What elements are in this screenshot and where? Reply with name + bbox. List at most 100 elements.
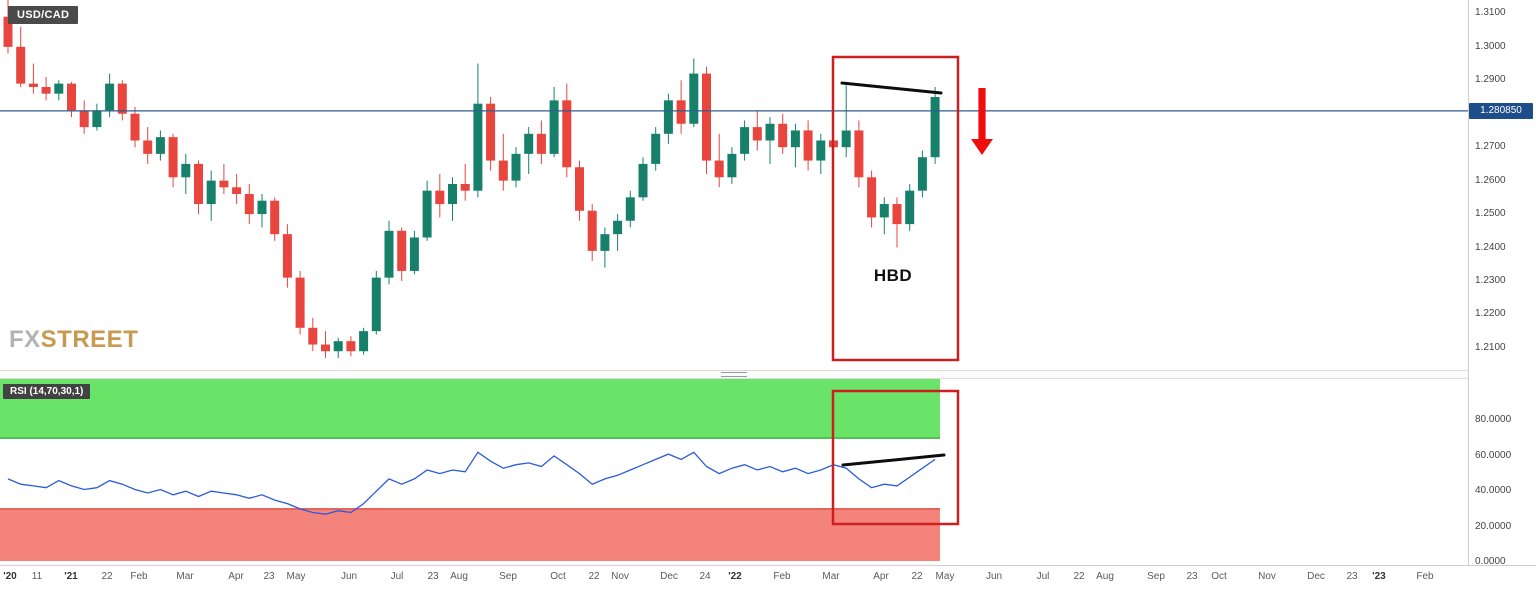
time-tick: Aug bbox=[450, 571, 468, 582]
time-tick: 22 bbox=[911, 571, 923, 582]
time-tick: Nov bbox=[611, 571, 629, 582]
candle bbox=[879, 197, 889, 235]
time-tick: 23 bbox=[427, 571, 439, 582]
candle bbox=[803, 120, 813, 171]
rsi-tick: 40.0000 bbox=[1475, 485, 1512, 497]
rsi-line bbox=[7, 451, 936, 515]
candle bbox=[28, 63, 38, 94]
candle bbox=[257, 194, 267, 228]
time-tick: 22 bbox=[588, 571, 600, 582]
price-tick: 1.2400 bbox=[1475, 241, 1506, 253]
candle bbox=[181, 153, 191, 195]
time-tick: May bbox=[935, 571, 955, 582]
rsi-indicator-badge[interactable]: RSI (14,70,30,1) bbox=[3, 384, 91, 399]
candle bbox=[549, 86, 559, 158]
time-tick: 23 bbox=[1346, 571, 1358, 582]
candle bbox=[54, 80, 64, 101]
candle bbox=[575, 160, 584, 221]
candle bbox=[359, 327, 369, 355]
rsi-tick: 80.0000 bbox=[1475, 414, 1512, 426]
rsi-tick: 60.0000 bbox=[1475, 449, 1512, 461]
symbol-badge[interactable]: USD/CAD bbox=[8, 6, 79, 24]
candle bbox=[892, 197, 902, 248]
candle bbox=[638, 157, 648, 201]
candle bbox=[219, 163, 229, 195]
trendline bbox=[841, 453, 946, 467]
time-tick: Oct bbox=[1211, 571, 1227, 582]
time-tick: 23 bbox=[263, 571, 275, 582]
time-tick: Jun bbox=[985, 571, 1003, 582]
candle bbox=[321, 331, 330, 358]
time-tick: Sep bbox=[1147, 571, 1165, 582]
candle bbox=[740, 120, 750, 161]
candle bbox=[194, 160, 203, 215]
candle bbox=[524, 127, 534, 174]
candle bbox=[333, 337, 343, 358]
candle bbox=[536, 120, 546, 164]
price-tick: 1.2900 bbox=[1475, 74, 1506, 86]
candle bbox=[206, 170, 216, 221]
time-axis[interactable]: '20 11 '21 22 Feb Mar Apr 23 May Jun Jul 23 Aug Sep Oc… bbox=[0, 565, 1536, 589]
price-line-tag: 1.280850 bbox=[1469, 102, 1533, 119]
time-tick: Jul bbox=[1036, 571, 1050, 582]
candle bbox=[155, 130, 165, 161]
pane-divider bbox=[0, 370, 1468, 379]
candle bbox=[422, 180, 432, 241]
time-tick: Feb bbox=[1416, 571, 1434, 582]
time-tick: 22 bbox=[1073, 571, 1085, 582]
pane-resize-handle[interactable] bbox=[721, 372, 747, 377]
price-tick: 1.2300 bbox=[1475, 274, 1506, 286]
candle bbox=[79, 100, 89, 134]
candle bbox=[473, 63, 483, 198]
candle bbox=[562, 83, 572, 178]
candle bbox=[448, 177, 457, 221]
candle bbox=[613, 214, 623, 251]
candle bbox=[765, 117, 775, 164]
candle bbox=[816, 133, 826, 174]
time-tick: Dec bbox=[1307, 571, 1325, 582]
price-tick: 1.2100 bbox=[1475, 341, 1506, 353]
time-tick: May bbox=[286, 571, 306, 582]
price-axis[interactable]: 1.3100 1.3000 1.2900 1.2700 1.2600 1.2500 1.24… bbox=[1468, 0, 1536, 567]
time-tick: Mar bbox=[176, 571, 194, 582]
candle bbox=[232, 173, 242, 205]
candle bbox=[752, 110, 762, 151]
hbd-annotation-label: HBD bbox=[873, 266, 913, 285]
candle bbox=[460, 163, 470, 201]
candle bbox=[117, 80, 127, 121]
candle bbox=[384, 220, 394, 285]
candle bbox=[397, 227, 407, 281]
rsi-overbought-band bbox=[0, 379, 940, 439]
time-tick: Apr bbox=[228, 571, 244, 582]
time-tick: Apr bbox=[873, 571, 889, 582]
time-tick: Nov bbox=[1258, 571, 1276, 582]
candle bbox=[600, 227, 610, 268]
rsi-tick: 20.0000 bbox=[1475, 520, 1512, 532]
candle bbox=[168, 133, 178, 188]
candle bbox=[867, 170, 877, 228]
candle bbox=[625, 190, 635, 228]
time-tick: '20 bbox=[3, 571, 17, 582]
candle bbox=[92, 103, 102, 131]
price-tick: 1.2500 bbox=[1475, 208, 1506, 220]
time-tick: Oct bbox=[550, 571, 566, 582]
candle bbox=[486, 97, 496, 171]
candle bbox=[346, 336, 356, 357]
candle bbox=[854, 120, 864, 188]
highlight-box bbox=[831, 389, 960, 526]
watermark-street-text: STREET bbox=[40, 326, 139, 353]
candle bbox=[308, 317, 318, 352]
candle bbox=[917, 150, 927, 198]
candle bbox=[905, 183, 915, 231]
candle bbox=[16, 26, 26, 87]
candle bbox=[244, 183, 254, 225]
candle bbox=[651, 127, 661, 171]
down-arrow bbox=[971, 88, 993, 155]
time-tick: 23 bbox=[1186, 571, 1198, 582]
price-tick: 1.2200 bbox=[1475, 308, 1506, 320]
time-tick: Sep bbox=[499, 571, 517, 582]
price-tick: 1.2600 bbox=[1475, 174, 1506, 186]
highlight-box bbox=[831, 55, 960, 362]
